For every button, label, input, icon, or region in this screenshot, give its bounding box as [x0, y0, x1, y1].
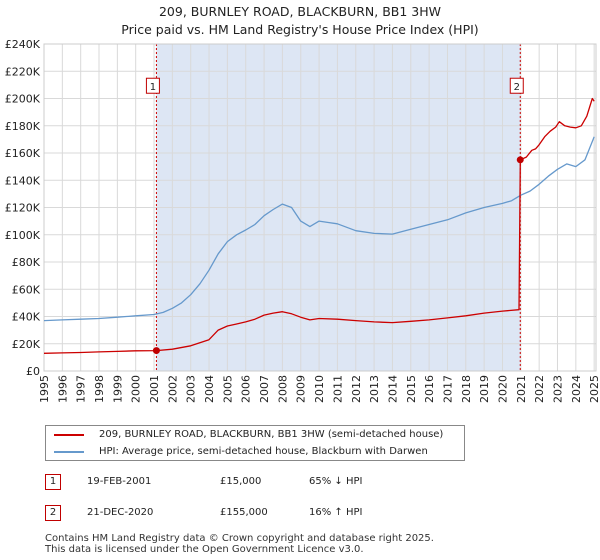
x-tick-label: 2021 — [515, 375, 528, 403]
x-tick-label: 2022 — [533, 375, 546, 403]
y-tick-label: £40K — [12, 311, 41, 324]
sale-point — [152, 347, 160, 355]
x-tick-label: 2005 — [221, 375, 234, 403]
legend-swatch-price — [54, 434, 84, 436]
plot-frame — [43, 43, 597, 372]
x-tick-label: 2020 — [496, 375, 509, 403]
x-tick-label: 2013 — [368, 375, 381, 403]
annotation-label: 1 — [150, 82, 156, 93]
x-tick-label: 2025 — [588, 375, 600, 403]
annotation-box — [145, 77, 160, 94]
y-tick-label: £160K — [5, 147, 41, 160]
chart-subtitle: Price paid vs. HM Land Registry's House … — [121, 22, 479, 37]
y-tick-label: £120K — [5, 202, 41, 215]
legend-swatch-hpi — [54, 451, 84, 453]
x-tick-label: 1995 — [38, 375, 51, 403]
x-tick-label: 2007 — [258, 375, 271, 403]
x-tick-label: 2008 — [276, 375, 289, 403]
price-paid-line — [43, 97, 595, 354]
x-tick-label: 2015 — [405, 375, 418, 403]
transaction-hpi-relation: 16% ↑ HPI — [309, 507, 363, 518]
y-tick-label: £100K — [5, 229, 41, 242]
x-tick-label: 2018 — [460, 375, 473, 403]
y-tick-label: £200K — [5, 93, 41, 106]
x-tick-label: 2019 — [478, 375, 491, 403]
x-tick-label: 2024 — [570, 375, 583, 403]
y-tick-label: £220K — [5, 65, 41, 78]
transaction-price: £155,000 — [220, 507, 268, 518]
x-tick-label: 2003 — [185, 375, 198, 403]
x-tick-label: 1997 — [75, 375, 88, 403]
footer-copyright: Contains HM Land Registry data © Crown c… — [45, 533, 434, 544]
transaction-badge: 2 — [45, 505, 61, 521]
x-tick-label: 2012 — [350, 375, 363, 403]
annotation-label: 2 — [514, 82, 520, 93]
legend-label-price: 209, BURNLEY ROAD, BLACKBURN, BB1 3HW (s… — [99, 429, 444, 440]
transaction-hpi-relation: 65% ↓ HPI — [309, 476, 363, 487]
y-tick-label: £240K — [5, 38, 41, 51]
y-tick-label: £20K — [12, 338, 41, 351]
x-tick-label: 1996 — [56, 375, 69, 403]
x-tick-label: 1999 — [111, 375, 124, 403]
transaction-date: 21-DEC-2020 — [87, 507, 154, 518]
x-tick-label: 2016 — [423, 375, 436, 403]
x-tick-label: 2006 — [240, 375, 253, 403]
x-tick-label: 2004 — [203, 375, 216, 403]
price-chart: 1 2 £0 £20K £40K £60K £80K £100K £120K £140K £160K… — [5, 38, 600, 403]
x-tick-label: 1998 — [93, 375, 106, 403]
x-tick-label: 2023 — [551, 375, 564, 403]
x-tick-label: 2002 — [166, 375, 179, 403]
chart-title: 209, BURNLEY ROAD, BLACKBURN, BB1 3HW — [158, 4, 442, 19]
y-tick-label: £60K — [12, 283, 41, 296]
x-tick-label: 2010 — [313, 375, 326, 403]
hpi-line — [43, 136, 595, 322]
footer-licence: This data is licensed under the Open Gov… — [45, 544, 364, 555]
x-tick-label: 2009 — [295, 375, 308, 403]
transaction-badge: 1 — [45, 474, 61, 490]
x-tick-label: 2011 — [331, 375, 344, 403]
chart-legend: 209, BURNLEY ROAD, BLACKBURN, BB1 3HW (s… — [45, 425, 465, 461]
transaction-date: 19-FEB-2001 — [87, 476, 152, 487]
legend-label-hpi: HPI: Average price, semi-detached house,… — [99, 446, 428, 457]
y-tick-label: £140K — [5, 174, 41, 187]
x-tick-label: 2017 — [441, 375, 454, 403]
sale-point — [516, 156, 524, 164]
annotation-box — [509, 77, 524, 94]
y-tick-label: £80K — [12, 256, 41, 269]
x-tick-label: 2014 — [386, 375, 399, 403]
transaction-price: £15,000 — [220, 476, 262, 487]
x-tick-label: 2000 — [130, 375, 143, 403]
y-tick-label: £0 — [26, 365, 40, 378]
y-tick-label: £180K — [5, 120, 41, 133]
x-tick-label: 2001 — [148, 375, 161, 403]
